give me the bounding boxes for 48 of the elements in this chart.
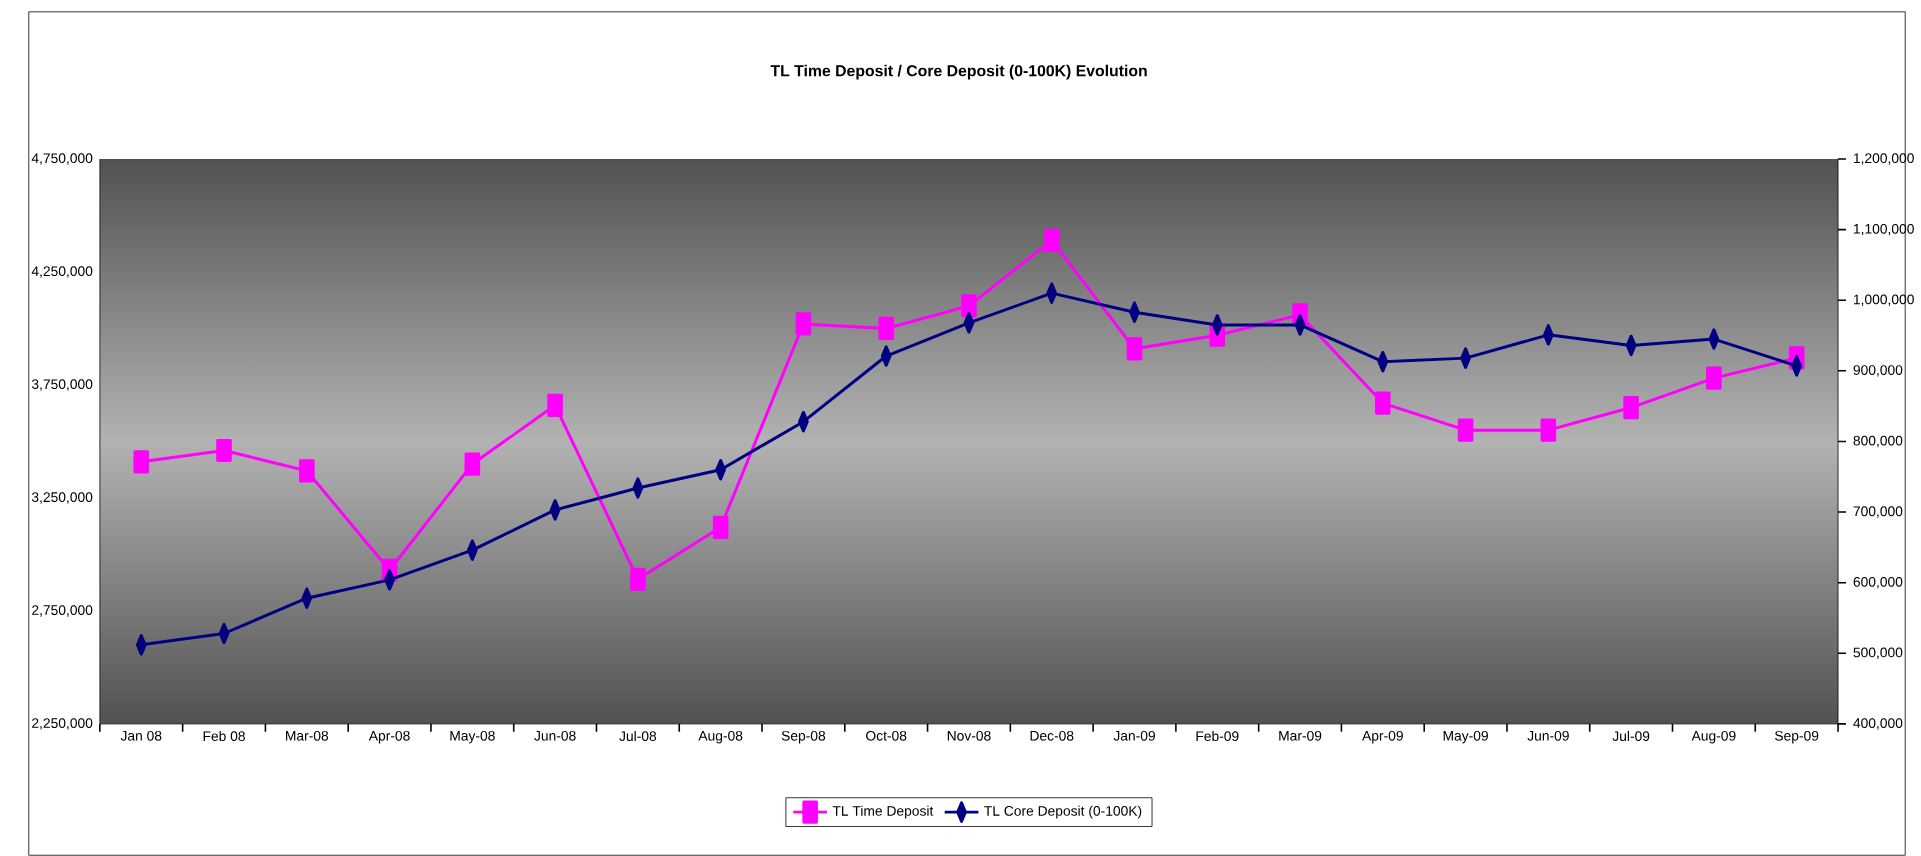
- y-tick-label: 3,250,000: [31, 492, 93, 504]
- y-tick-label: 2,750,000: [32, 605, 93, 617]
- point: [1043, 228, 1060, 252]
- y2-tick-label: 1,000,000: [1853, 294, 1914, 306]
- x-tick-label: Feb 08: [203, 730, 245, 741]
- y2-tick-label: 500,000: [1853, 647, 1903, 659]
- x-tick-label: Nov-08: [947, 730, 991, 741]
- point: [712, 515, 729, 539]
- x-tick-label: Mar-08: [286, 730, 329, 741]
- point: [1457, 418, 1474, 442]
- y2-tick-label: 1,100,000: [1853, 223, 1914, 236]
- x-tick-label: Mar-09: [1279, 730, 1322, 741]
- y-tick-label: 4,750,000: [31, 153, 93, 165]
- x-tick-label: Dec-08: [1030, 730, 1074, 741]
- point: [1540, 418, 1557, 442]
- y2-tick-label: 1,200,000: [1853, 153, 1914, 165]
- x-tick-label: May-09: [1443, 730, 1488, 744]
- x-tick-label: Jul-08: [619, 730, 657, 741]
- y2-tick-label: 800,000: [1853, 435, 1903, 448]
- point: [464, 452, 481, 476]
- y2-tick-label: 900,000: [1853, 365, 1903, 377]
- x-tick-label: May-08: [450, 730, 495, 744]
- x-tick-label: Apr-08: [368, 730, 410, 744]
- x-tick-label: Aug-09: [1691, 730, 1736, 744]
- x-tick-label: Jun-08: [534, 730, 576, 741]
- x-tick-label: Jun-09: [1527, 730, 1569, 741]
- x-tick-label: Oct-08: [866, 730, 907, 741]
- y2-tick-label: 600,000: [1853, 576, 1903, 589]
- y-tick-label: 2,250,000: [32, 718, 93, 730]
- y-tick-label: 4,250,000: [31, 266, 93, 278]
- y-tick-label: 3,750,000: [31, 379, 93, 391]
- chart-title: TL Time Deposit / Core Deposit (0-100K) Evolution: [770, 64, 1147, 80]
- point: [133, 450, 150, 474]
- y2-tick-label: 400,000: [1853, 718, 1903, 730]
- point: [795, 312, 812, 336]
- x-tick-label: Apr-09: [1362, 730, 1403, 744]
- point: [298, 459, 315, 483]
- x-tick-label: Sep-09: [1774, 730, 1819, 744]
- x-tick-label: Jul-09: [1612, 730, 1650, 741]
- x-tick-label: Jan 08: [120, 730, 162, 741]
- x-tick-label: Feb-09: [1196, 730, 1239, 741]
- point: [1126, 337, 1143, 361]
- x-tick-label: Sep-08: [781, 730, 826, 744]
- legend-label: TL Time Deposit: [832, 805, 934, 819]
- legend-label: TL Core Deposit (0-100K): [984, 805, 1142, 819]
- x-tick-label: Jan-09: [1113, 730, 1155, 741]
- y2-tick-label: 700,000: [1853, 506, 1903, 518]
- x-tick-label: Aug-08: [698, 730, 743, 744]
